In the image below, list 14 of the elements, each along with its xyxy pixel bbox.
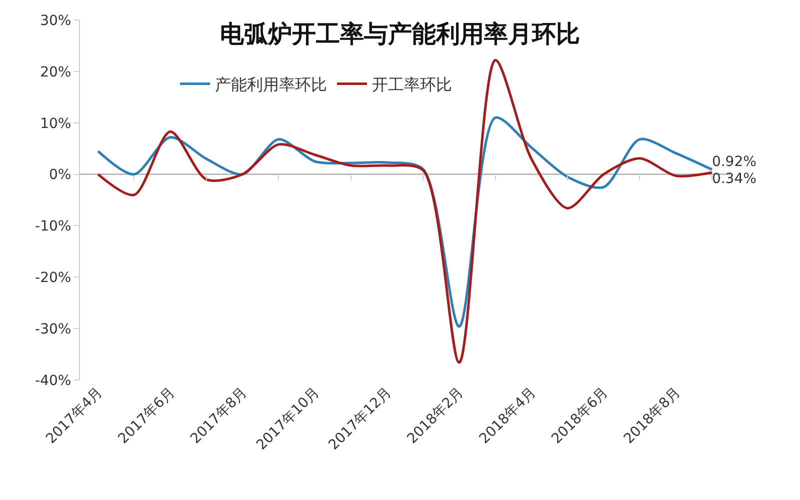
line-series <box>96 58 714 364</box>
y-tick-label: 10% <box>40 116 72 132</box>
y-tick-label: -10% <box>35 218 72 235</box>
data-label: 0.92% <box>712 154 756 170</box>
y-tick-label: -40% <box>35 372 72 389</box>
y-tick-label: -30% <box>35 321 72 338</box>
y-tick-label: -20% <box>35 270 72 286</box>
y-tick-label: 20% <box>40 64 72 80</box>
legend-label: 开工率环比 <box>372 74 452 94</box>
legend-label: 产能利用率环比 <box>215 74 327 94</box>
y-tick-label: 0% <box>48 167 72 184</box>
y-tick-label: 30% <box>40 12 72 29</box>
chart-title: 电弧炉开工率与产能利用率月环比 <box>220 20 580 48</box>
data-label: 0.34% <box>712 171 756 188</box>
